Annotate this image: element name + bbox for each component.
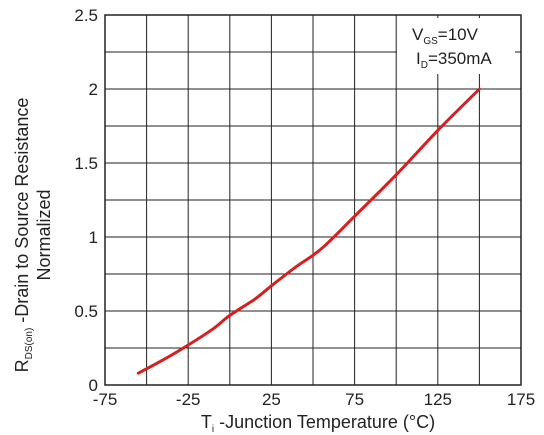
annotation-vgs: VGS=10V [412,25,479,47]
y-tick-label: 1 [89,228,98,247]
y-tick-label: 1.5 [74,154,98,173]
y-tick-label: 2.5 [74,6,98,25]
y-axis-label: RDS(on) -Drain to Source Resistance [12,98,35,373]
series-line [136,87,481,375]
y-axis-label-line2: Normalized [34,189,54,280]
x-tick-label: -75 [93,390,118,409]
y-tick-label: 2 [89,80,98,99]
y-tick-labels: 0 0.5 1 1.5 2 2.5 [74,6,98,395]
x-tick-label: 75 [345,390,364,409]
y-tick-label: 0.5 [74,302,98,321]
y-tick-label: 0 [89,376,98,395]
grid [105,15,521,385]
annotation-background [397,18,515,74]
plot-frame [104,14,522,386]
x-tick-label: 125 [424,390,452,409]
x-tick-label: 25 [262,390,281,409]
x-tick-label: 175 [507,390,535,409]
x-axis-label: Ti -Junction Temperature (°C) [201,412,435,435]
annotation-id: ID=350mA [416,49,492,71]
annotation-box: VGS=10V ID=350mA [397,18,515,74]
series-layer [136,87,481,375]
x-tick-label: -25 [176,390,201,409]
x-tick-labels: -75 -25 25 75 125 175 [93,390,535,409]
